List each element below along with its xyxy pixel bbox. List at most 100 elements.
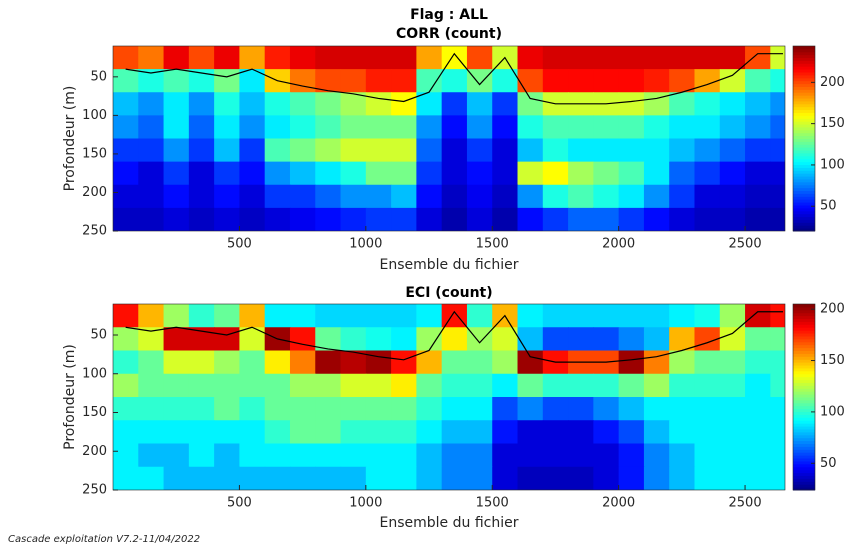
heat-cell — [492, 184, 519, 209]
heat-cell — [492, 115, 519, 140]
heat-cell — [138, 443, 165, 468]
colorbar-step — [793, 391, 815, 395]
heat-cell — [391, 184, 417, 209]
heat-cell — [542, 184, 569, 209]
heat-cell — [492, 350, 519, 375]
colorbar-step — [793, 216, 815, 220]
heat-cell — [770, 304, 785, 328]
heat-cell — [340, 115, 367, 140]
heat-cell — [694, 184, 721, 209]
heat-cell — [517, 466, 544, 490]
heat-cell — [770, 69, 785, 93]
heat-cell — [643, 161, 670, 186]
heat-cell — [391, 161, 417, 186]
heat-cell — [239, 466, 266, 490]
colorbar-step — [793, 420, 815, 424]
y-axis-label: Profondeur (m) — [62, 86, 78, 192]
heat-cell — [669, 92, 696, 116]
x-tick-label: 1000 — [349, 237, 382, 252]
colorbar-step — [793, 144, 815, 148]
heat-cell — [239, 115, 266, 140]
heat-cell — [517, 207, 544, 231]
heat-cell — [289, 207, 316, 231]
colorbar-step — [793, 446, 815, 450]
colorbar-tick-label: 200 — [820, 75, 845, 90]
heat-cell — [138, 397, 165, 421]
heat-cell — [643, 46, 670, 70]
heat-cell — [391, 373, 417, 398]
colorbar-step — [793, 469, 815, 474]
colorbar-step — [793, 304, 815, 308]
heat-cell — [289, 466, 316, 490]
heat-cell — [289, 46, 316, 70]
heat-cell — [568, 69, 594, 93]
colorbar-step — [793, 338, 815, 343]
heat-cell — [163, 115, 190, 140]
heat-cell — [163, 161, 190, 186]
heat-cell — [188, 138, 215, 163]
colorbar-step — [793, 77, 815, 82]
heat-cell — [745, 184, 771, 209]
colorbar-step — [793, 115, 815, 119]
y-tick-label: 50 — [90, 328, 107, 343]
heat-cell — [542, 397, 569, 421]
heat-cell — [188, 397, 215, 421]
colorbar-step — [793, 370, 815, 375]
heat-cell — [416, 420, 443, 445]
heat-cell — [719, 373, 746, 398]
colorbar-step — [793, 335, 815, 340]
colorbar-step — [793, 190, 815, 194]
colorbar-step — [793, 443, 815, 447]
colorbar-step — [793, 356, 815, 360]
heat-cell — [113, 92, 139, 116]
colorbar-step — [793, 83, 815, 87]
heat-cell — [669, 350, 696, 375]
colorbar-step — [793, 187, 815, 192]
colorbar-step — [793, 463, 815, 468]
heat-cell — [669, 304, 696, 328]
heat-cell — [618, 443, 645, 468]
heat-cell — [517, 397, 544, 421]
heat-cell — [264, 184, 291, 209]
heat-cell — [542, 115, 569, 140]
heat-cell — [163, 69, 190, 93]
colorbar-step — [793, 431, 815, 436]
heat-cell — [770, 466, 785, 490]
colorbar-tick-label: 100 — [820, 404, 845, 419]
colorbar-box — [792, 303, 816, 491]
heat-cell — [315, 304, 342, 328]
heat-cell — [315, 327, 342, 352]
heat-cell — [745, 373, 771, 398]
colorbar-step — [793, 48, 815, 53]
heat-cell — [416, 304, 443, 328]
heat-cell — [416, 138, 443, 163]
heat-cell — [239, 443, 266, 468]
heat-cell — [214, 373, 241, 398]
y-tick-label: 150 — [82, 405, 107, 420]
colorbar-step — [793, 455, 815, 459]
heat-cell — [315, 443, 342, 468]
heat-cell — [239, 420, 266, 445]
heat-cell — [214, 397, 241, 421]
colorbar-step — [793, 373, 815, 378]
colorbar-step — [793, 124, 815, 128]
heat-cell — [542, 327, 569, 352]
heat-cell — [113, 138, 139, 163]
colorbar-step — [793, 155, 815, 160]
heat-cell — [214, 466, 241, 490]
heat-cell — [618, 207, 645, 231]
heat-cell — [770, 161, 785, 186]
heat-cell — [340, 466, 367, 490]
y-tick-label: 100 — [82, 108, 107, 123]
heat-cell — [163, 327, 190, 352]
heat-cell — [289, 184, 316, 209]
colorbar-box — [792, 45, 816, 232]
heat-cell — [441, 420, 468, 445]
heat-cell — [441, 466, 468, 490]
heat-cell — [315, 69, 342, 93]
heat-cell — [365, 92, 392, 116]
bottom-line — [125, 310, 783, 363]
heat-cell — [542, 466, 569, 490]
heat-cell — [542, 304, 569, 328]
colorbar-step — [793, 138, 815, 142]
